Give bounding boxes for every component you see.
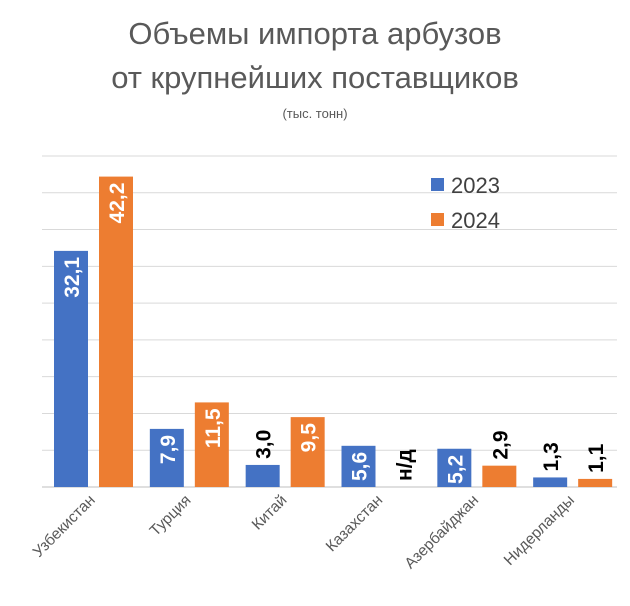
category-label-3: Казахстан	[323, 492, 386, 555]
chart-title-line2: от крупнейших поставщиков	[111, 60, 519, 95]
bar-2023-2	[245, 464, 280, 487]
bar-2024-0	[99, 176, 133, 487]
bar-2023-1	[149, 428, 184, 487]
bar-2024-4	[482, 465, 517, 487]
legend-label-2023: 2023	[451, 173, 500, 198]
chart-subtitle: (тыс. тонн)	[282, 106, 347, 121]
category-label-1: Турция	[147, 492, 195, 540]
category-label-5: Нидерланды	[501, 492, 578, 569]
bar-2023-5	[533, 477, 568, 487]
data-label-2024-5: 1,1	[585, 443, 608, 473]
legend-swatch-2023	[431, 178, 444, 191]
data-label-2024-3: н/д	[394, 449, 417, 481]
bar-2023-3	[341, 445, 376, 487]
category-labels: Узбекистан Турция Китай Казахстан Азербайджа…	[30, 492, 578, 573]
data-label-2024-1: 11,5	[202, 408, 225, 448]
bar-2024-1	[194, 402, 229, 487]
data-label-2023-4: 5,2	[444, 455, 467, 484]
category-label-2: Китай	[249, 492, 291, 534]
data-label-2024-4: 2,9	[489, 430, 512, 459]
bar-2023-4	[437, 448, 472, 487]
gridlines	[42, 155, 617, 488]
data-label-2023-2: 3,0	[253, 430, 276, 459]
data-label-2023-1: 7,9	[157, 435, 180, 464]
data-label-2024-0: 42,2	[106, 183, 129, 224]
legend-label-2024: 2024	[451, 208, 500, 233]
chart-title-line1: Объемы импорта арбузов	[128, 16, 501, 51]
bar-2024-5	[578, 478, 613, 487]
bar-2024-2	[290, 417, 325, 487]
category-label-4: Азербайджан	[402, 492, 483, 573]
data-label-2023-3: 5,6	[349, 452, 372, 481]
data-labels: 32,1 42,2 7,9 11,5 3,0 9,5 5,6 н/д 5,2 2,9 1,3 1,1	[61, 183, 608, 484]
legend: 2023 2024	[431, 173, 500, 233]
bars	[54, 176, 613, 487]
data-label-2023-5: 1,3	[540, 442, 563, 471]
data-label-2023-0: 32,1	[61, 257, 84, 298]
data-label-2024-2: 9,5	[298, 423, 321, 453]
bar-2023-0	[54, 250, 88, 487]
legend-swatch-2024	[431, 213, 444, 226]
category-label-0: Узбекистан	[30, 492, 99, 561]
